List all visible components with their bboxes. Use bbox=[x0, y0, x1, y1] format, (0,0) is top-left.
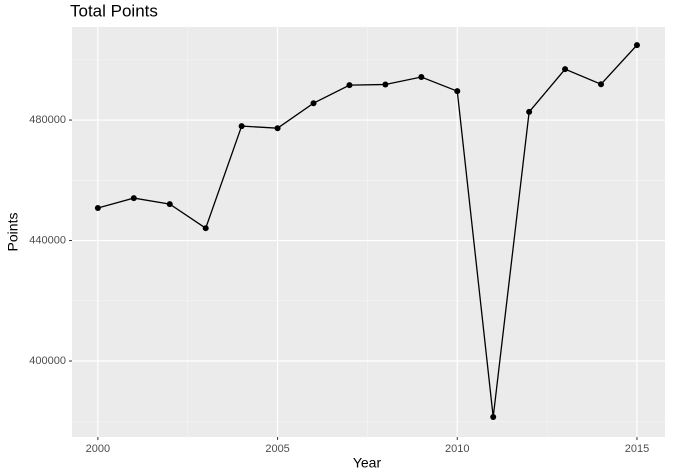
plot-panel bbox=[72, 27, 665, 437]
y-tick-label: 440000 bbox=[29, 234, 66, 246]
x-tick-label: 2010 bbox=[445, 443, 469, 455]
data-point bbox=[166, 201, 173, 208]
chart-title: Total Points bbox=[70, 1, 158, 20]
data-point bbox=[130, 195, 137, 202]
data-point bbox=[598, 81, 605, 88]
data-point bbox=[238, 123, 245, 130]
data-point bbox=[94, 205, 101, 212]
data-point bbox=[633, 42, 640, 49]
data-point bbox=[562, 66, 569, 73]
y-tick-label: 400000 bbox=[29, 355, 66, 367]
x-tick-label: 2005 bbox=[265, 443, 289, 455]
data-point bbox=[346, 82, 353, 89]
y-tick-label: 480000 bbox=[29, 114, 66, 126]
data-point bbox=[418, 73, 425, 80]
x-tick-label: 2000 bbox=[86, 443, 110, 455]
data-point bbox=[310, 100, 317, 107]
data-line bbox=[97, 44, 638, 418]
data-point bbox=[454, 88, 461, 95]
x-tick-label: 2015 bbox=[625, 443, 649, 455]
y-axis-label: Points bbox=[5, 213, 21, 252]
data-point bbox=[202, 225, 209, 232]
data-point bbox=[274, 125, 281, 132]
data-point bbox=[382, 81, 389, 88]
x-axis-label: Year bbox=[353, 455, 382, 471]
data-point bbox=[490, 414, 497, 421]
data-point bbox=[526, 108, 533, 115]
